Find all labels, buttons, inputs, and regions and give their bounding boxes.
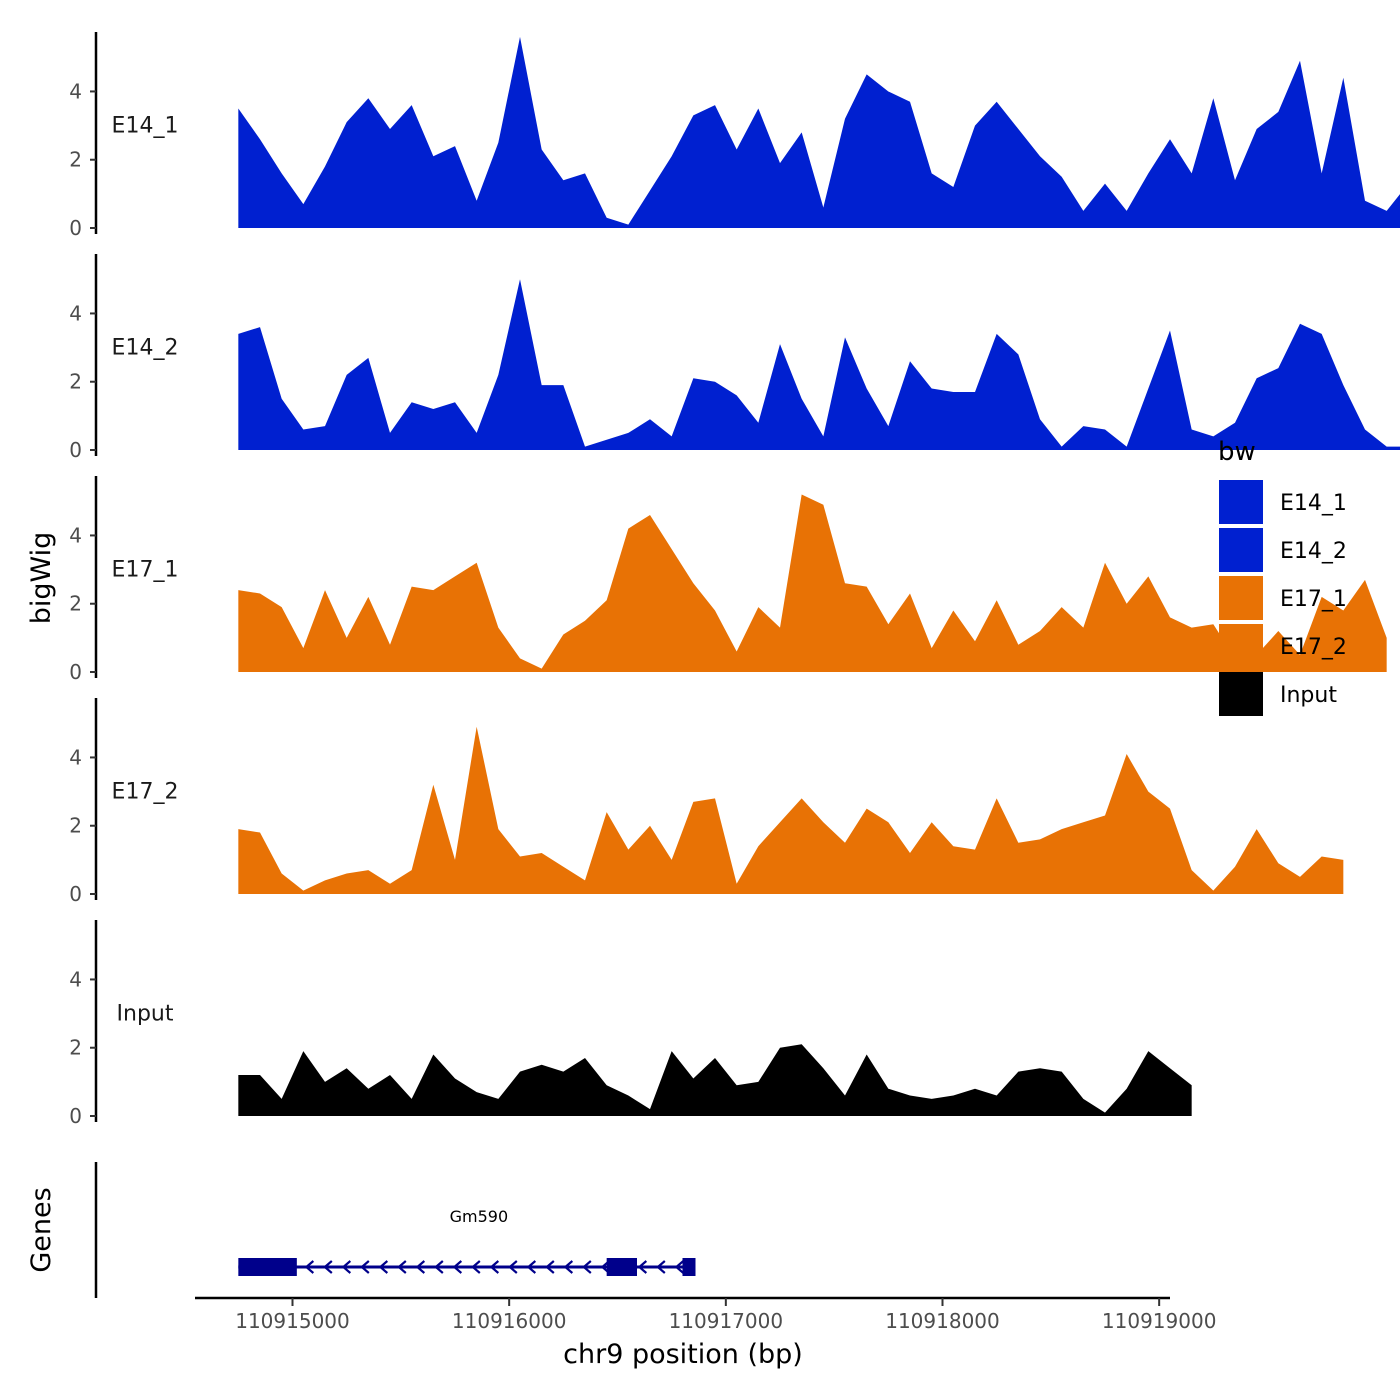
strand-arrow (674, 1260, 685, 1274)
x-tick-label: 110915000 (235, 1309, 350, 1333)
y-tick-label: 0 (69, 660, 82, 684)
gene-panel: Gm590 (94, 1162, 696, 1298)
strand-arrow (378, 1260, 389, 1274)
legend-title: bw (1218, 437, 1256, 467)
y-tick-label: 0 (69, 216, 82, 240)
strand-arrow (397, 1260, 407, 1274)
y-tick-label: 4 (69, 967, 82, 991)
strand-arrow (471, 1260, 481, 1274)
strand-arrow (637, 1260, 648, 1274)
track-label: Input (117, 1001, 174, 1026)
genes-axis-title: Genes (26, 1187, 57, 1272)
gene-model (238, 1258, 696, 1276)
strand-arrow (582, 1260, 592, 1274)
strand-arrow (452, 1260, 463, 1274)
strand-arrow (434, 1260, 444, 1274)
legend-label-E14_1: E14_1 (1280, 491, 1347, 516)
legend: bw E14_1 E14_2 E17_1 E17_2 Input (1218, 437, 1347, 716)
strand-arrow (508, 1260, 518, 1274)
track-label: E17_1 (112, 557, 179, 582)
track-Input: 0 2 4 Input (69, 920, 1192, 1128)
track-label: E17_2 (112, 779, 179, 804)
strand-arrow (323, 1260, 333, 1274)
signal-area-E17_2 (238, 726, 1344, 894)
gene-exon (682, 1258, 696, 1276)
strand-arrow (563, 1260, 574, 1274)
signal-area-E14_1 (238, 36, 1400, 228)
track-label: E14_2 (112, 335, 179, 360)
x-tick-label: 110916000 (452, 1309, 567, 1333)
strand-arrow (415, 1260, 426, 1274)
gene-exon (606, 1258, 637, 1276)
legend-label-E14_2: E14_2 (1280, 539, 1347, 564)
strand-arrow (489, 1260, 500, 1274)
legend-label-Input: Input (1280, 683, 1337, 708)
y-tick-label: 4 (69, 79, 82, 103)
y-axis-title: bigWig (26, 532, 57, 625)
track-E14_1: 0 2 4 E14_1 (69, 32, 1400, 240)
signal-area-E14_2 (238, 279, 1400, 450)
track-E14_2: 0 2 4 E14_2 (69, 254, 1400, 462)
gene-exon (238, 1258, 297, 1276)
legend-label-E17_1: E17_1 (1280, 587, 1347, 612)
y-tick-label: 2 (69, 814, 82, 838)
y-tick-label: 2 (69, 148, 82, 172)
strand-arrow (360, 1260, 370, 1274)
signal-area-Input (238, 1044, 1192, 1116)
strand-arrow (341, 1260, 352, 1274)
x-axis: 110915000 110916000 110917000 110918000 1109… (195, 1296, 1217, 1333)
track-E17_1: 0 2 4 E17_1 (69, 476, 1387, 684)
y-tick-label: 2 (69, 370, 82, 394)
track-E17_2: 0 2 4 E17_2 (69, 698, 1344, 906)
y-tick-label: 4 (69, 745, 82, 769)
y-tick-label: 4 (69, 301, 82, 325)
y-tick-label: 2 (69, 1036, 82, 1060)
y-tick-label: 2 (69, 592, 82, 616)
legend-swatch-E17_2 (1219, 624, 1263, 668)
legend-swatch-E17_1 (1219, 576, 1263, 620)
strand-arrow (545, 1260, 555, 1274)
legend-swatch-Input (1219, 672, 1263, 716)
tracks-group: 0 2 4 E14_1 0 2 4 E14_2 0 2 4 E17_1 0 2 4 E17_2 0 2 4 Input (69, 32, 1400, 1128)
strand-arrow (304, 1260, 315, 1274)
gene-label: Gm590 (450, 1207, 509, 1226)
x-tick-label: 110917000 (669, 1309, 784, 1333)
strand-arrow (656, 1260, 666, 1274)
legend-label-E17_2: E17_2 (1280, 635, 1347, 660)
x-tick-label: 110918000 (885, 1309, 1000, 1333)
y-tick-label: 4 (69, 523, 82, 547)
legend-swatch-E14_1 (1219, 480, 1263, 524)
x-tick-label: 110919000 (1102, 1309, 1217, 1333)
y-tick-label: 0 (69, 1104, 82, 1128)
legend-swatch-E14_2 (1219, 528, 1263, 572)
y-tick-label: 0 (69, 438, 82, 462)
strand-arrow (526, 1260, 537, 1274)
x-axis-title: chr9 position (bp) (563, 1339, 803, 1370)
y-tick-label: 0 (69, 882, 82, 906)
signal-area-E17_1 (238, 494, 1387, 672)
track-label: E14_1 (112, 113, 179, 138)
